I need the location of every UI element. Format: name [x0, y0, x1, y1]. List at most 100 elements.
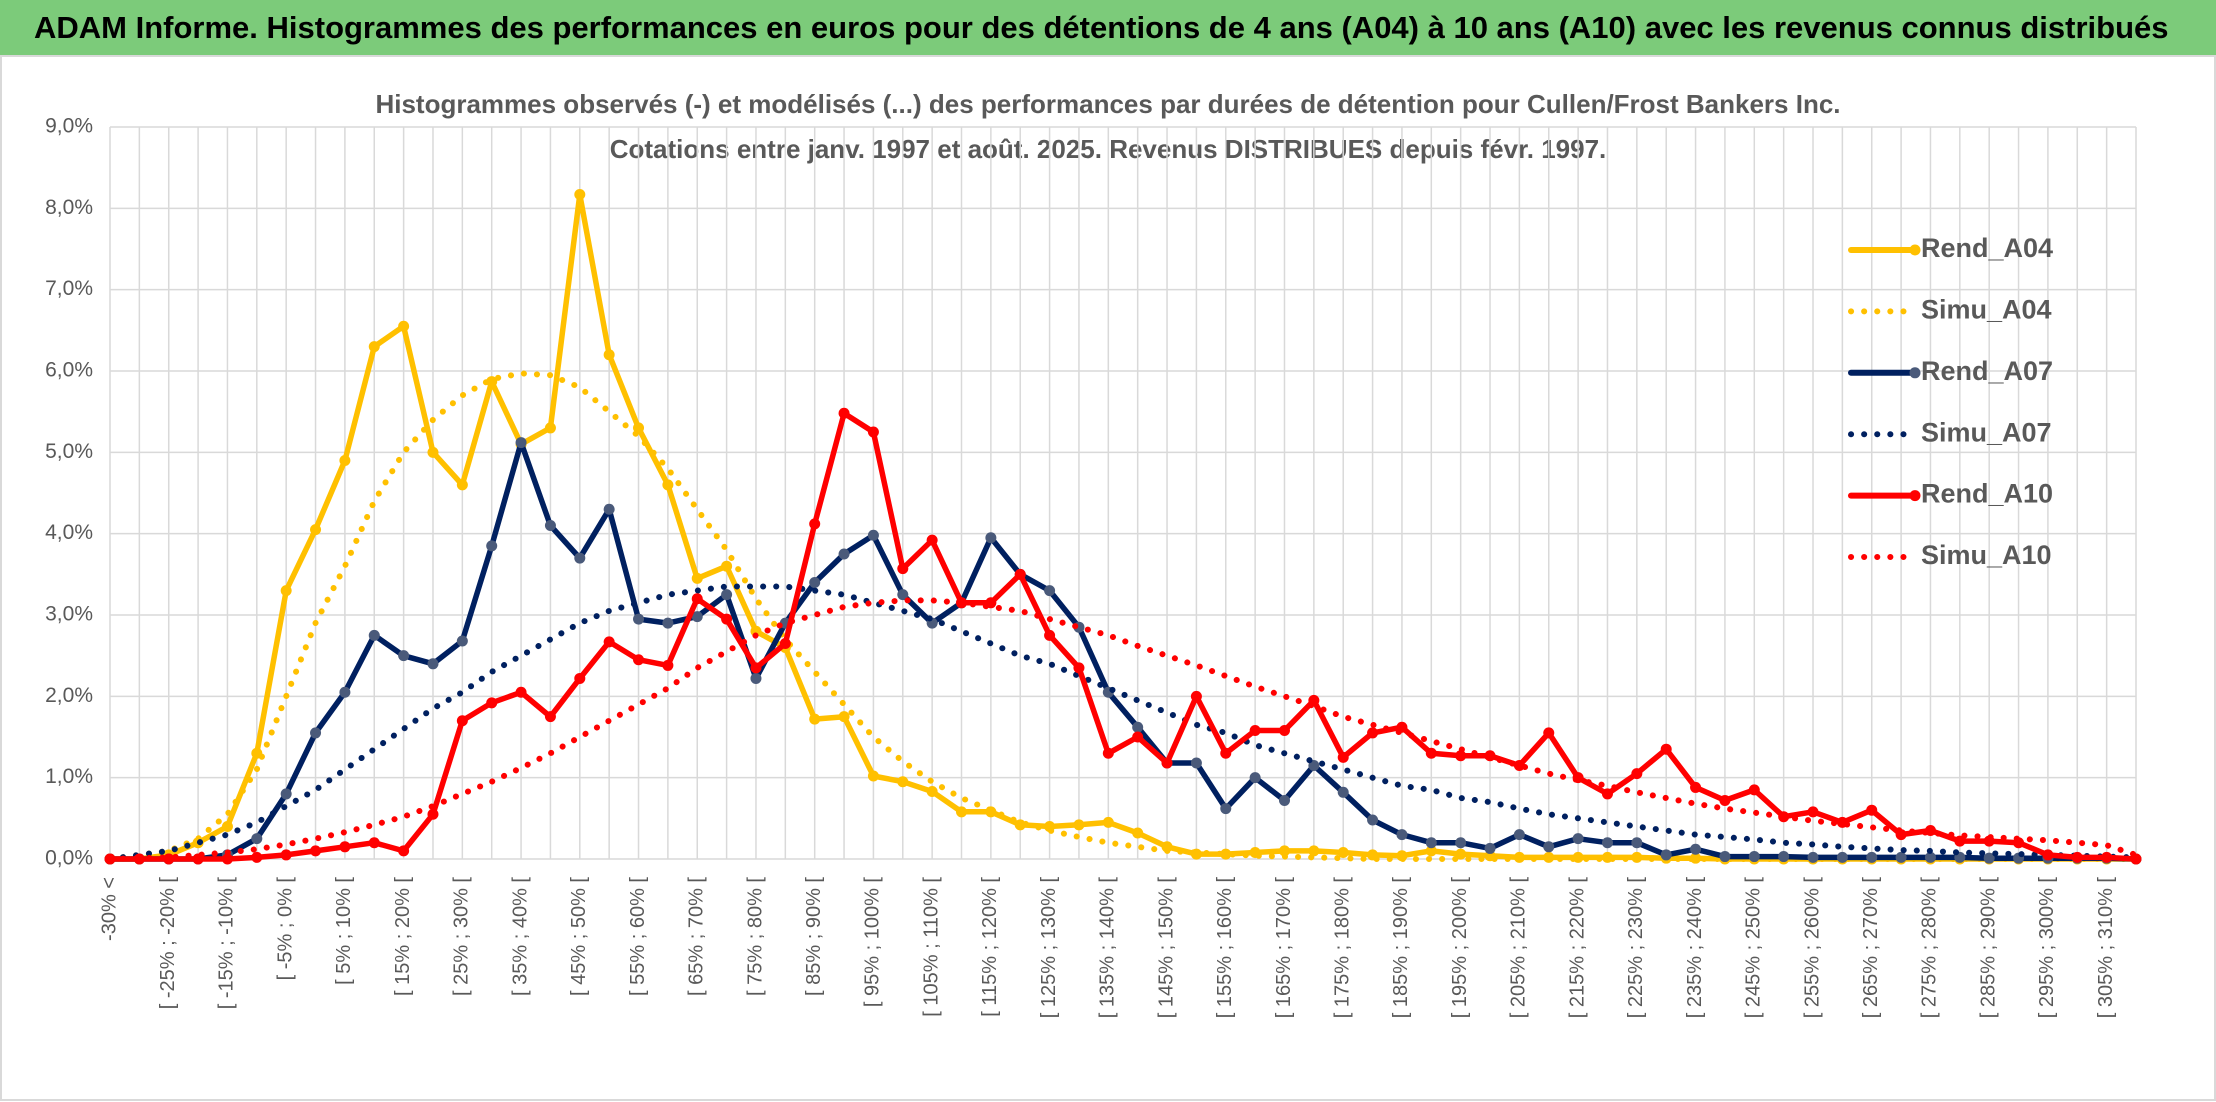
point: [838, 711, 850, 723]
point: [221, 820, 233, 832]
point: [662, 617, 674, 629]
point: [456, 715, 468, 727]
legend-label: Rend_A07: [1921, 356, 2053, 386]
point: [310, 727, 322, 739]
point: [662, 479, 674, 491]
point: [1278, 794, 1290, 806]
point: [1337, 846, 1349, 858]
point: [897, 563, 909, 575]
point: [1748, 851, 1760, 863]
point: [1807, 851, 1819, 863]
frame: [0, 55, 2216, 1101]
x-tick-label: [ 125% ; 130% [: [1038, 877, 1060, 1019]
x-tick-label: [ 195% ; 200% [: [1449, 877, 1471, 1019]
point: [1513, 829, 1525, 841]
legend-marker: [1909, 490, 1921, 502]
point: [1044, 585, 1056, 597]
point: [809, 518, 821, 530]
point: [1455, 848, 1467, 860]
x-tick-label: [ 225% ; 230% [: [1625, 877, 1647, 1019]
point: [1425, 845, 1437, 857]
point: [251, 833, 263, 845]
x-tick-label: [ 285% ; 290% [: [1977, 877, 1999, 1019]
point: [574, 672, 586, 684]
x-tick-label: [ 145% ; 150% [: [1155, 877, 1177, 1019]
point: [867, 529, 879, 541]
point: [280, 585, 292, 597]
point: [280, 788, 292, 800]
point: [1924, 851, 1936, 863]
point: [1249, 724, 1261, 736]
point: [1190, 757, 1202, 769]
point: [368, 341, 380, 353]
x-tick-label: [ 35% ; 40% [: [509, 877, 531, 996]
point: [633, 654, 645, 666]
point: [926, 534, 938, 546]
point: [1073, 819, 1085, 831]
point: [1866, 804, 1878, 816]
x-tick-label: [ 265% ; 270% [: [1860, 877, 1882, 1019]
point: [926, 785, 938, 797]
point: [603, 636, 615, 648]
point: [721, 589, 733, 601]
page-title: ADAM Informe. Histogrammes des performan…: [34, 10, 2169, 45]
y-tick-label: 6,0%: [45, 359, 93, 382]
x-tick-label: [ -15% ; -10% [: [216, 877, 238, 1010]
point: [1425, 747, 1437, 759]
point: [603, 349, 615, 361]
point: [574, 552, 586, 564]
y-tick-label: 8,0%: [45, 196, 93, 219]
point: [633, 422, 645, 434]
point: [1748, 784, 1760, 796]
point: [2042, 849, 2054, 861]
point: [515, 686, 527, 698]
x-tick-label: [ 185% ; 190% [: [1390, 877, 1412, 1019]
point: [1102, 747, 1114, 759]
x-tick-label: [ 165% ; 170% [: [1273, 877, 1295, 1019]
y-tick-label: 9,0%: [45, 115, 93, 138]
point: [1484, 842, 1496, 854]
x-tick-label: [ 275% ; 280% [: [1919, 877, 1941, 1019]
point: [1132, 721, 1144, 733]
legend-label: Simu_A04: [1921, 295, 2052, 325]
x-tick-label: [ 255% ; 260% [: [1801, 877, 1823, 1019]
legend-marker: [1909, 367, 1921, 379]
observed-line: [107, 191, 2139, 862]
point: [779, 637, 791, 649]
point: [486, 540, 498, 552]
point: [398, 320, 410, 332]
point: [1278, 845, 1290, 857]
point: [838, 548, 850, 560]
model-line: [107, 370, 2139, 862]
point: [486, 376, 498, 388]
x-tick-label: [ 15% ; 20% [: [392, 877, 414, 996]
point: [1690, 843, 1702, 855]
point: [1660, 849, 1672, 861]
point: [1220, 803, 1232, 815]
point: [368, 629, 380, 641]
x-tick-label: [ -25% ; -20% [: [157, 877, 179, 1010]
point: [1132, 731, 1144, 743]
point: [1425, 837, 1437, 849]
legend-label: Simu_A10: [1921, 540, 2052, 570]
point: [691, 572, 703, 584]
x-tick-label: [ 235% ; 240% [: [1684, 877, 1706, 1019]
point: [1455, 837, 1467, 849]
point: [1308, 845, 1320, 857]
x-tick-label: [ 215% ; 220% [: [1566, 877, 1588, 1019]
point: [1367, 727, 1379, 739]
point: [809, 576, 821, 588]
title-bar: [0, 0, 2216, 56]
point: [1132, 827, 1144, 839]
point: [1778, 851, 1790, 863]
legend-marker: [1909, 244, 1921, 256]
point: [1102, 816, 1114, 828]
grid: [109, 126, 2137, 860]
point: [2071, 851, 2083, 863]
point: [221, 853, 233, 865]
point: [662, 659, 674, 671]
point: [1396, 829, 1408, 841]
legend-label: Simu_A07: [1921, 417, 2052, 447]
point: [750, 672, 762, 684]
